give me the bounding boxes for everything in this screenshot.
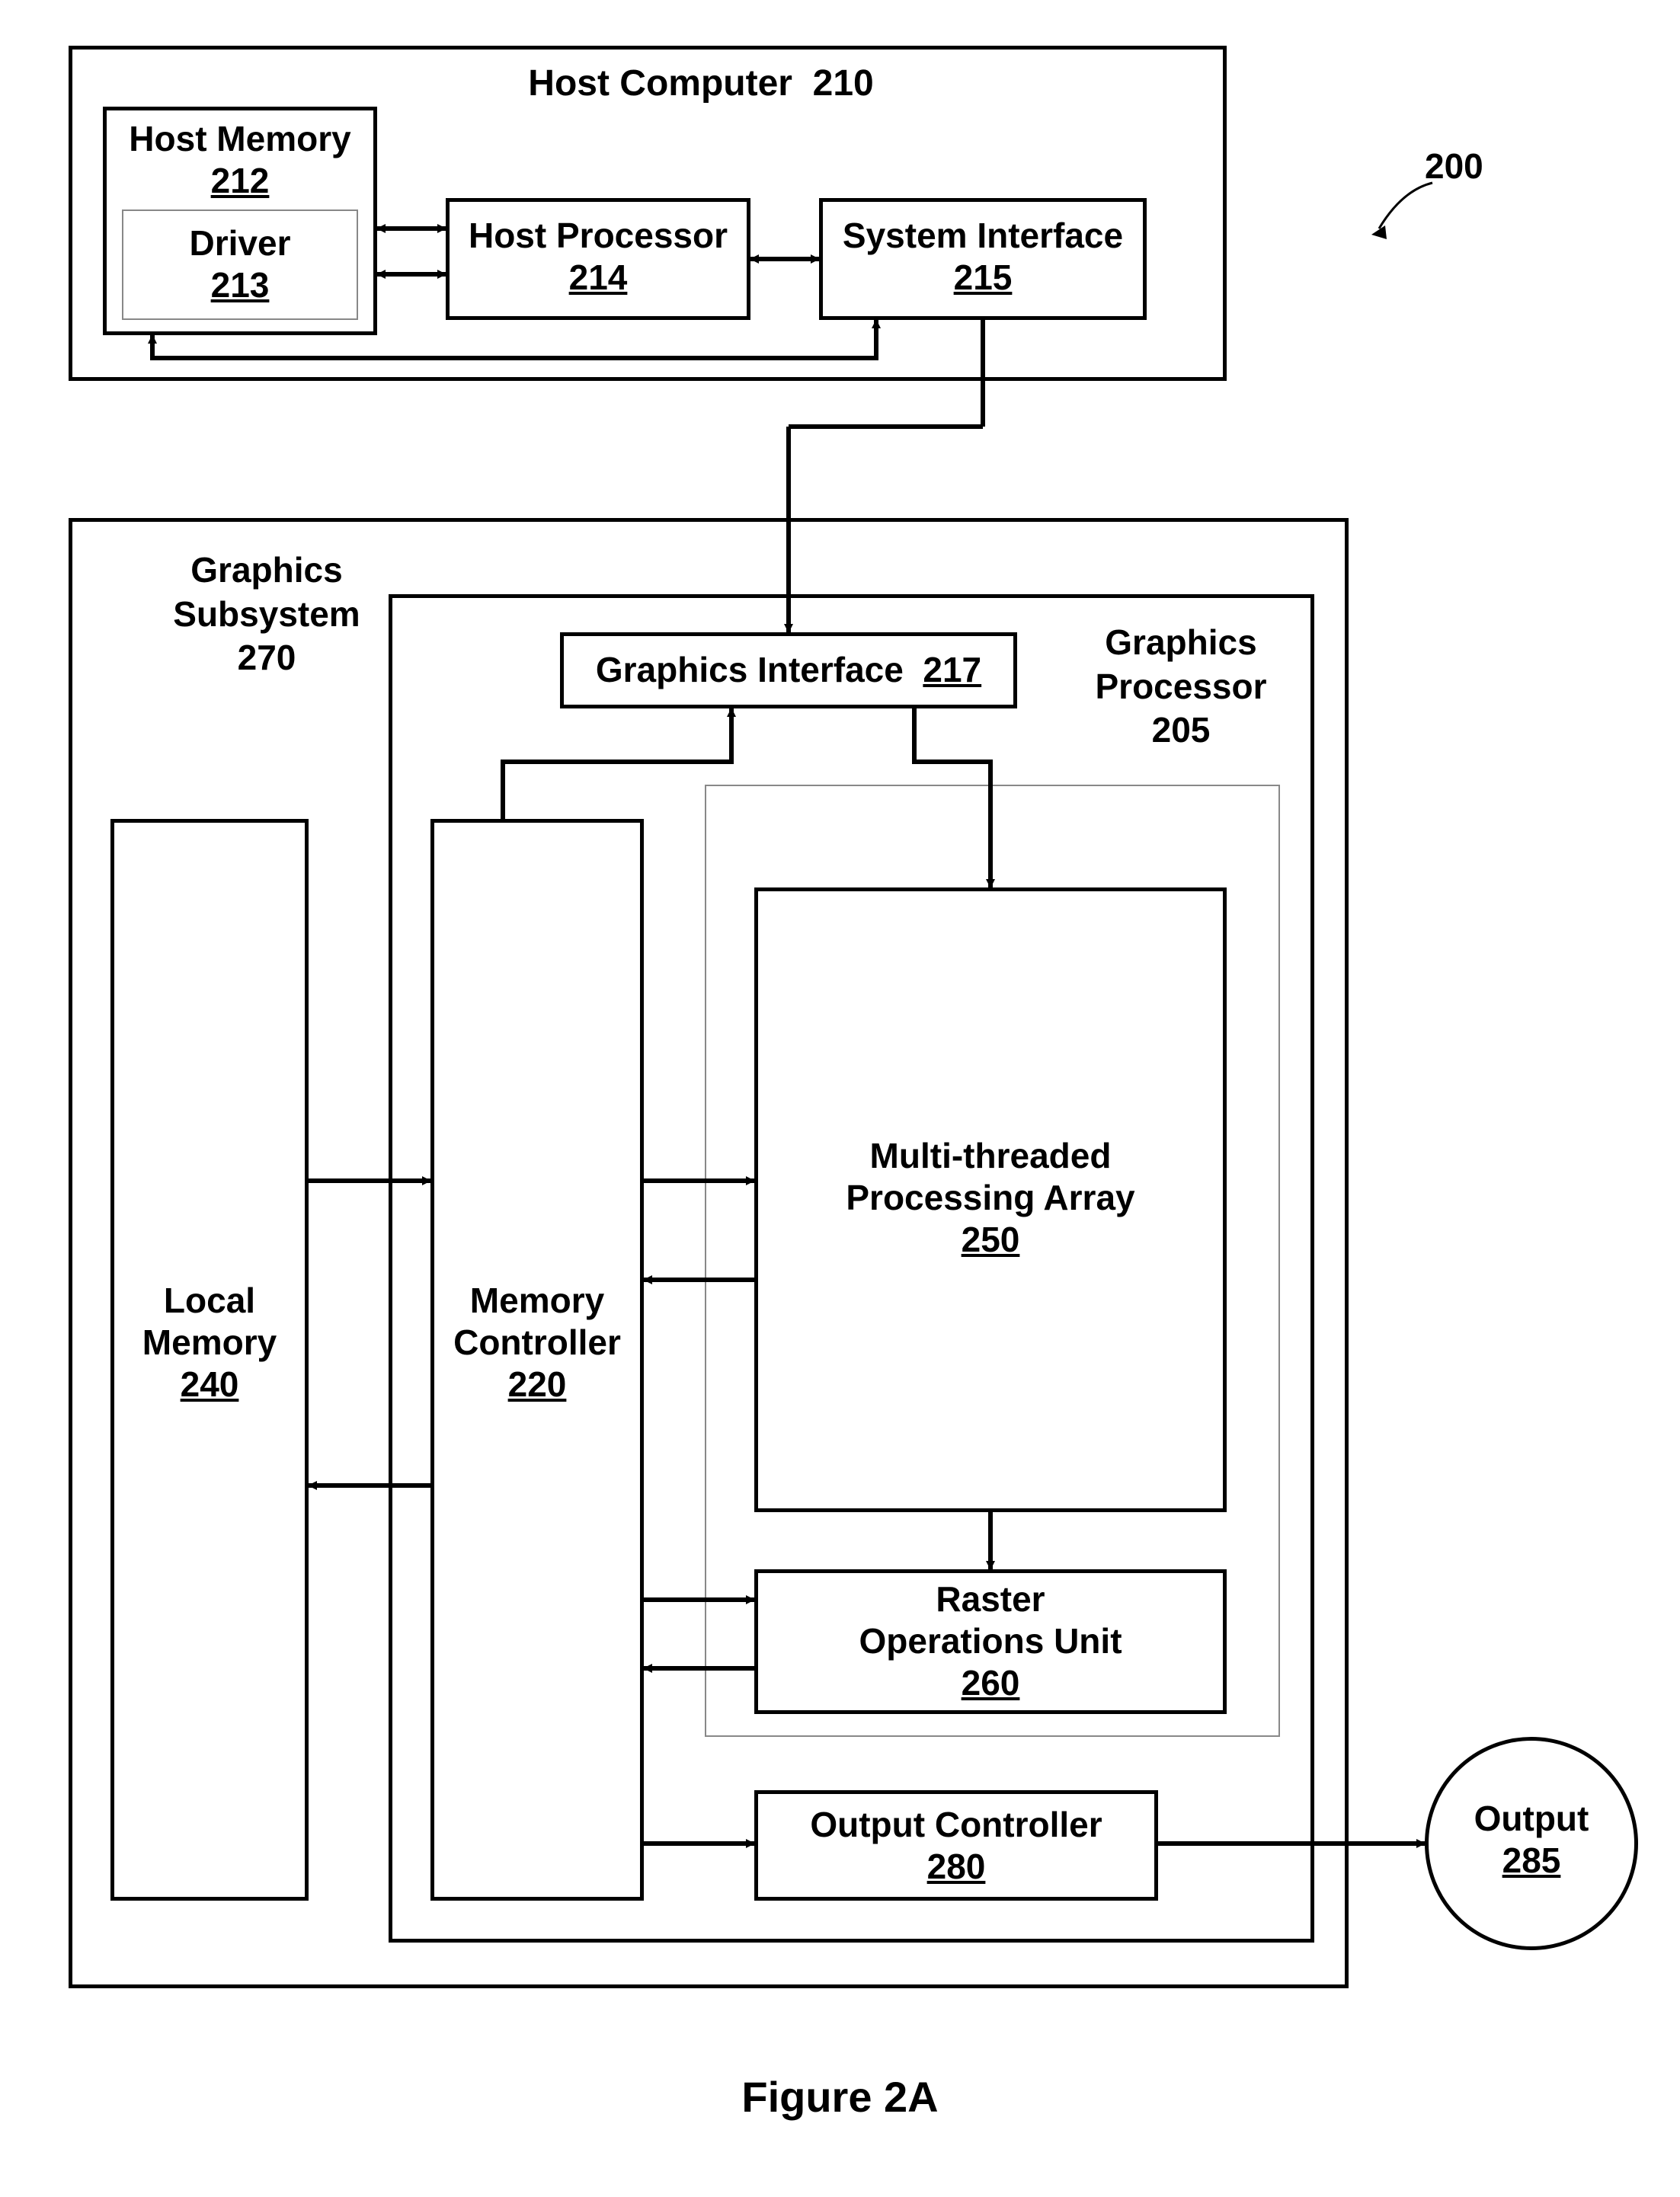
host-computer-title-text: Host Computer — [528, 63, 792, 104]
processing-array-title-line1: Multi-threaded — [870, 1136, 1112, 1175]
local-memory-title-line1: Local — [164, 1281, 255, 1320]
raster-ops-title-line1: Raster — [936, 1579, 1045, 1619]
output-title: Output — [1474, 1799, 1589, 1838]
raster-ops-title-line2: Operations Unit — [859, 1621, 1122, 1661]
figure-ref-text: 200 — [1425, 146, 1483, 186]
system-interface-num: 215 — [954, 257, 1013, 297]
host-computer-num: 210 — [813, 63, 874, 104]
memory-controller-num: 220 — [508, 1364, 567, 1404]
graphics-processor-title: Graphics Processor 205 — [1074, 621, 1288, 753]
graphics-subsystem-num: 270 — [238, 638, 296, 677]
figure-caption: Figure 2A — [0, 2072, 1680, 2122]
graphics-interface-title: Graphics Interface — [596, 650, 904, 689]
figure-caption-text: Figure 2A — [741, 2073, 938, 2121]
output-label: Output 285 — [1425, 1798, 1638, 1882]
graphics-subsystem-title-line1: Graphics — [190, 550, 342, 590]
graphics-processor-title-line2: Processor — [1095, 667, 1266, 706]
memory-controller-title-line1: Memory — [470, 1281, 604, 1320]
raster-ops-label: Raster Operations Unit 260 — [754, 1578, 1227, 1705]
host-memory-label: Host Memory 212 — [103, 118, 377, 202]
graphics-interface-num: 217 — [923, 650, 981, 689]
host-memory-title: Host Memory — [129, 119, 350, 158]
local-memory-title-line2: Memory — [142, 1322, 277, 1362]
output-num: 285 — [1502, 1840, 1561, 1880]
diagram-canvas: Host Computer 210 Host Memory 212 Driver… — [0, 0, 1680, 2197]
driver-title: Driver — [190, 223, 291, 263]
driver-label: Driver 213 — [122, 222, 358, 306]
graphics-processor-num: 205 — [1152, 710, 1211, 750]
host-processor-title: Host Processor — [469, 216, 728, 255]
host-computer-title: Host Computer 210 — [472, 61, 930, 107]
host-processor-num: 214 — [569, 257, 628, 297]
host-memory-num: 212 — [211, 161, 270, 200]
raster-ops-num: 260 — [962, 1663, 1020, 1703]
graphics-processor-title-line1: Graphics — [1105, 622, 1256, 662]
output-controller-label: Output Controller 280 — [754, 1804, 1158, 1888]
graphics-interface-label: Graphics Interface 217 — [560, 649, 1017, 691]
graphics-subsystem-title: Graphics Subsystem 270 — [145, 548, 389, 680]
local-memory-num: 240 — [181, 1364, 239, 1404]
output-controller-num: 280 — [927, 1847, 986, 1886]
memory-controller-title-line2: Controller — [453, 1322, 621, 1362]
system-interface-title: System Interface — [843, 216, 1123, 255]
figure-ref-label: 200 — [1425, 145, 1483, 189]
graphics-subsystem-title-line2: Subsystem — [173, 594, 360, 634]
driver-num: 213 — [211, 265, 270, 305]
processing-array-label: Multi-threaded Processing Array 250 — [754, 1135, 1227, 1262]
processing-array-num: 250 — [962, 1220, 1020, 1259]
system-interface-label: System Interface 215 — [819, 215, 1147, 299]
processing-array-title-line2: Processing Array — [846, 1178, 1134, 1217]
host-processor-label: Host Processor 214 — [446, 215, 750, 299]
memory-controller-label: Memory Controller 220 — [423, 1280, 651, 1406]
local-memory-label: Local Memory 240 — [110, 1280, 309, 1406]
output-controller-title: Output Controller — [810, 1805, 1102, 1844]
